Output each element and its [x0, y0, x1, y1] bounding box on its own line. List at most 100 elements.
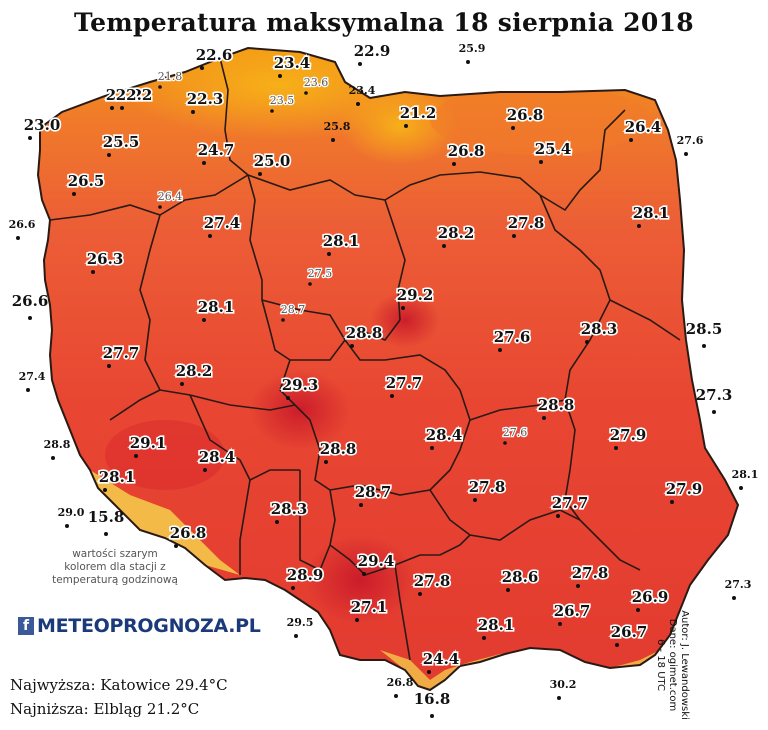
station-marker-dot: [427, 670, 431, 674]
station-temperature-label: 26.5: [68, 172, 105, 190]
station-temperature-label: 27.8: [572, 564, 609, 582]
station-temperature-label: 26.4: [625, 118, 662, 136]
facebook-icon[interactable]: f: [18, 617, 34, 635]
station-temperature-label: 26.9: [632, 588, 669, 606]
station-temperature-label: 26.7: [554, 602, 591, 620]
station-temperature-label: 24.7: [198, 141, 235, 159]
station-temperature-label: 25.5: [103, 133, 140, 151]
station-temperature-label: 25.0: [254, 152, 291, 170]
station-temperature-label: 27.1: [351, 598, 388, 616]
station-temperature-label: 25.8: [324, 120, 351, 133]
station-marker-dot: [270, 109, 274, 113]
station-marker-dot: [512, 234, 516, 238]
station-marker-dot: [503, 441, 507, 445]
station-temperature-label: 28.8: [346, 324, 383, 342]
station-marker-dot: [418, 592, 422, 596]
data-source: Dane: ogimet.com: [667, 618, 678, 712]
station-temperature-label: 29.3: [282, 376, 319, 394]
station-temperature-label: 27.9: [610, 426, 647, 444]
station-marker-dot: [281, 318, 285, 322]
station-marker-dot: [466, 60, 470, 64]
station-marker-dot: [350, 344, 354, 348]
station-marker-dot: [637, 224, 641, 228]
station-marker-dot: [72, 192, 76, 196]
station-marker-dot: [158, 205, 162, 209]
station-temperature-label: 27.6: [503, 426, 528, 439]
station-temperature-label: 27.8: [508, 214, 545, 232]
station-marker-dot: [732, 596, 736, 600]
station-temperature-label: 21.2: [400, 104, 437, 122]
station-temperature-label: 26.8: [387, 676, 414, 689]
map-title: Temperatura maksymalna 18 sierpnia 2018: [74, 8, 694, 37]
station-marker-dot: [28, 316, 32, 320]
station-marker-dot: [511, 126, 515, 130]
station-marker-dot: [473, 498, 477, 502]
station-temperature-label: 28.7: [355, 483, 392, 501]
station-temperature-label: 28.1: [633, 204, 670, 222]
station-marker-dot: [304, 91, 308, 95]
station-marker-dot: [202, 318, 206, 322]
station-marker-dot: [636, 608, 640, 612]
station-marker-dot: [278, 74, 282, 78]
station-temperature-label: 28.8: [320, 440, 357, 458]
station-temperature-label: 23.0: [24, 116, 61, 134]
station-temperature-label: 28.5: [686, 320, 723, 338]
station-marker-dot: [358, 62, 362, 66]
station-temperature-label: 29.5: [287, 616, 314, 629]
station-marker-dot: [430, 446, 434, 450]
station-marker-dot: [51, 456, 55, 460]
station-temperature-label: 29.0: [58, 506, 85, 519]
station-temperature-label: 26.3: [87, 250, 124, 268]
station-marker-dot: [134, 454, 138, 458]
station-temperature-label: 28.7: [281, 303, 306, 316]
station-marker-dot: [670, 500, 674, 504]
station-temperature-label: 27.4: [204, 214, 241, 232]
station-temperature-label: 27.4: [19, 370, 46, 383]
station-temperature-label: 22.2: [116, 86, 153, 104]
station-marker-dot: [614, 446, 618, 450]
station-temperature-label: 27.9: [666, 480, 703, 498]
station-temperature-label: 30.2: [550, 678, 577, 691]
station-marker-dot: [452, 162, 456, 166]
station-marker-dot: [203, 468, 207, 472]
station-temperature-label: 27.5: [308, 267, 333, 280]
station-temperature-label: 22.9: [354, 42, 391, 60]
station-marker-dot: [401, 306, 405, 310]
author-name: Autor: J. Lewandowski: [679, 610, 690, 720]
station-marker-dot: [91, 270, 95, 274]
station-marker-dot: [107, 153, 111, 157]
station-marker-dot: [110, 106, 114, 110]
station-marker-dot: [275, 520, 279, 524]
station-temperature-label: 28.2: [438, 224, 475, 242]
station-marker-dot: [258, 172, 262, 176]
station-temperature-label: 28.1: [99, 468, 136, 486]
station-marker-dot: [286, 396, 290, 400]
station-marker-dot: [120, 106, 124, 110]
station-temperature-label: 27.8: [469, 478, 506, 496]
station-marker-dot: [28, 136, 32, 140]
station-temperature-label: 27.7: [552, 494, 589, 512]
station-marker-dot: [390, 394, 394, 398]
station-marker-dot: [556, 514, 560, 518]
meteoprognoza-logo[interactable]: f METEOPROGNOZA.PL: [18, 613, 261, 639]
station-temperature-label: 28.8: [538, 396, 575, 414]
station-temperature-label: 26.4: [158, 190, 183, 203]
station-temperature-label: 22.3: [187, 90, 224, 108]
station-marker-dot: [498, 348, 502, 352]
station-temperature-label: 28.8: [44, 438, 71, 451]
station-marker-dot: [442, 244, 446, 248]
highest-temperature: Najwyższa: Katowice 29.4°C: [10, 676, 228, 694]
station-marker-dot: [180, 382, 184, 386]
station-temperature-label: 15.8: [88, 508, 125, 526]
voivodeship-borders: [37, 47, 739, 691]
station-marker-dot: [615, 643, 619, 647]
station-marker-dot: [404, 124, 408, 128]
station-marker-dot: [324, 460, 328, 464]
station-marker-dot: [394, 694, 398, 698]
station-marker-dot: [712, 410, 716, 414]
station-values-outside: 25.9 23.4 25.8 27.6 26.6 27.4 28.8 29.0 28.1 27.3…: [9, 42, 758, 700]
station-temperature-label: 28.9: [287, 566, 324, 584]
station-marker-dot: [174, 544, 178, 548]
station-temperature-label: 23.4: [349, 84, 376, 97]
station-marker-dot: [294, 634, 298, 638]
